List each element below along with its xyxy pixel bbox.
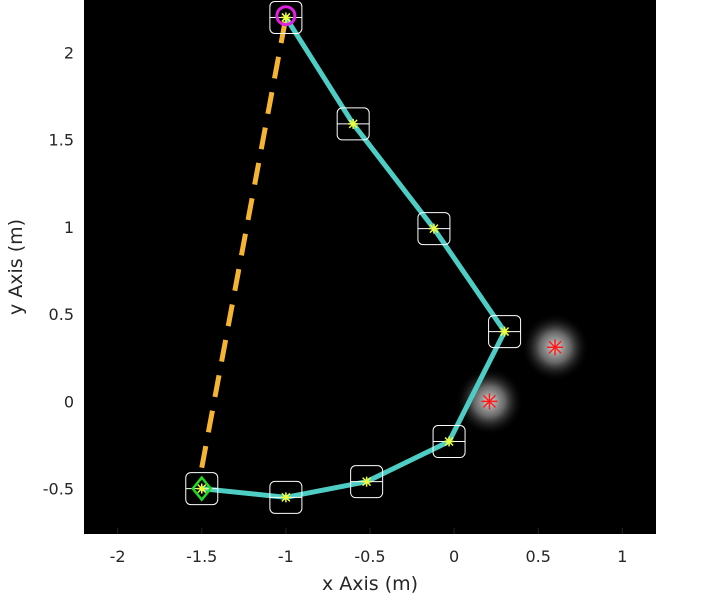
obstacle-marker [481,393,498,410]
y-tick-label: 0 [64,392,74,411]
y-tick-label: 1.5 [49,131,74,150]
waypoint-marker [280,492,291,503]
y-tick-label: 0.5 [49,305,74,324]
waypoint-marker [499,326,510,337]
y-axis-label: y Axis (m) [5,219,27,315]
x-tick-label: 0 [449,547,459,566]
obstacle-marker [547,339,564,356]
waypoint-marker [444,436,455,447]
trajectory-line [199,14,508,500]
y-tick-label: -0.5 [43,480,74,499]
dashed-reference-line [199,16,289,469]
start-marker [191,475,213,502]
x-axis-label: x Axis (m) [322,573,418,595]
x-tick-label: -1.5 [186,547,217,566]
waypoint-marker [361,476,372,487]
plot-area [84,0,656,534]
x-tick-label: 1 [617,547,627,566]
goal-marker [275,5,297,27]
waypoint-marker [348,118,359,129]
x-tick-label: -1 [278,547,294,566]
x-axis: -2 -1.5 -1 -0.5 0 0.5 1 [110,528,627,566]
waypoint-marker [280,12,291,23]
y-tick-label: 1 [64,218,74,237]
y-tick-label: 2 [64,43,74,62]
waypoint-marker [196,483,207,494]
waypoint-marker [428,223,439,234]
plot-marks [185,0,590,514]
x-tick-label: -2 [110,547,126,566]
x-tick-label: 0.5 [526,547,551,566]
x-tick-label: -0.5 [354,547,385,566]
y-axis: -0.5 0 0.5 1 1.5 2 [43,43,74,498]
